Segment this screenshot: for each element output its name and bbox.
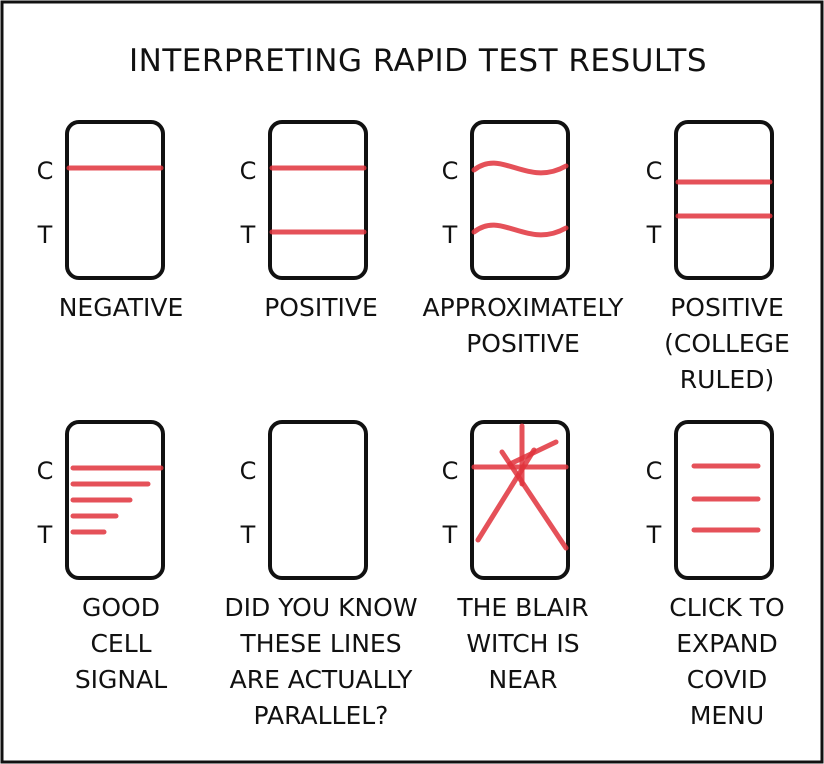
panel-caption: NEAR (489, 665, 558, 694)
test-label: T (37, 521, 53, 549)
test-label: T (240, 521, 256, 549)
panel-caption: EXPAND (676, 629, 777, 658)
test-panel: C T POSITIVE (240, 120, 378, 322)
control-label: C (240, 157, 257, 185)
panel-caption: POSITIVE (670, 293, 784, 322)
test-strip (65, 120, 165, 280)
test-panel: C T NEGATIVE (37, 120, 184, 322)
wavy-line (471, 160, 569, 176)
test-strip (470, 420, 570, 580)
test-panel: C T POSITIVE (COLLEGE RULED) (646, 120, 790, 394)
test-label: T (442, 221, 458, 249)
result-line (475, 447, 537, 543)
test-strip (470, 120, 570, 280)
test-panel: C T THE BLAIR WITCH IS NEAR (442, 420, 589, 694)
test-strip (268, 420, 368, 580)
control-label: C (240, 457, 257, 485)
test-label: T (646, 521, 662, 549)
panel-caption: WITCH IS (466, 629, 579, 658)
control-label: C (442, 457, 459, 485)
panel-caption: MENU (690, 701, 764, 730)
panel-caption: APPROXIMATELY (423, 293, 625, 322)
panel-caption: COVID (687, 665, 767, 694)
test-strip (674, 120, 774, 280)
panel-caption: THE BLAIR (456, 593, 588, 622)
panel-caption: PARALLEL? (254, 701, 389, 730)
control-label: C (646, 457, 663, 485)
control-label: C (442, 157, 459, 185)
panel-caption: THESE LINES (239, 629, 401, 658)
panel-caption: NEGATIVE (59, 293, 184, 322)
test-panel: C T CLICK TO EXPAND COVID MENU (646, 420, 785, 730)
test-label: T (442, 521, 458, 549)
test-label: T (37, 221, 53, 249)
wavy-line (471, 222, 569, 238)
panel-caption: POSITIVE (264, 293, 378, 322)
control-label: C (37, 157, 54, 185)
test-panel: C T GOOD CELL SIGNAL (37, 420, 167, 694)
test-strip (268, 120, 368, 280)
panel-caption: RULED) (680, 365, 774, 394)
test-panel: C T APPROXIMATELY POSITIVE (423, 120, 625, 358)
control-label: C (646, 157, 663, 185)
result-line (499, 449, 569, 551)
test-label: T (646, 221, 662, 249)
panel-caption: CELL (90, 629, 151, 658)
comic-title: INTERPRETING RAPID TEST RESULTS (129, 43, 707, 79)
panel-caption: CLICK TO (669, 593, 785, 622)
panel-caption: GOOD (82, 593, 160, 622)
test-panel: C T DID YOU KNOW THESE LINES ARE ACTUALLY PAR… (224, 420, 418, 730)
control-label: C (37, 457, 54, 485)
panel-caption: DID YOU KNOW (224, 593, 417, 622)
panel-caption: POSITIVE (466, 329, 580, 358)
result-line (507, 439, 559, 467)
panel-caption: ARE ACTUALLY (230, 665, 414, 694)
test-label: T (240, 221, 256, 249)
panel-caption: (COLLEGE (664, 329, 790, 358)
panel-caption: SIGNAL (75, 665, 167, 694)
